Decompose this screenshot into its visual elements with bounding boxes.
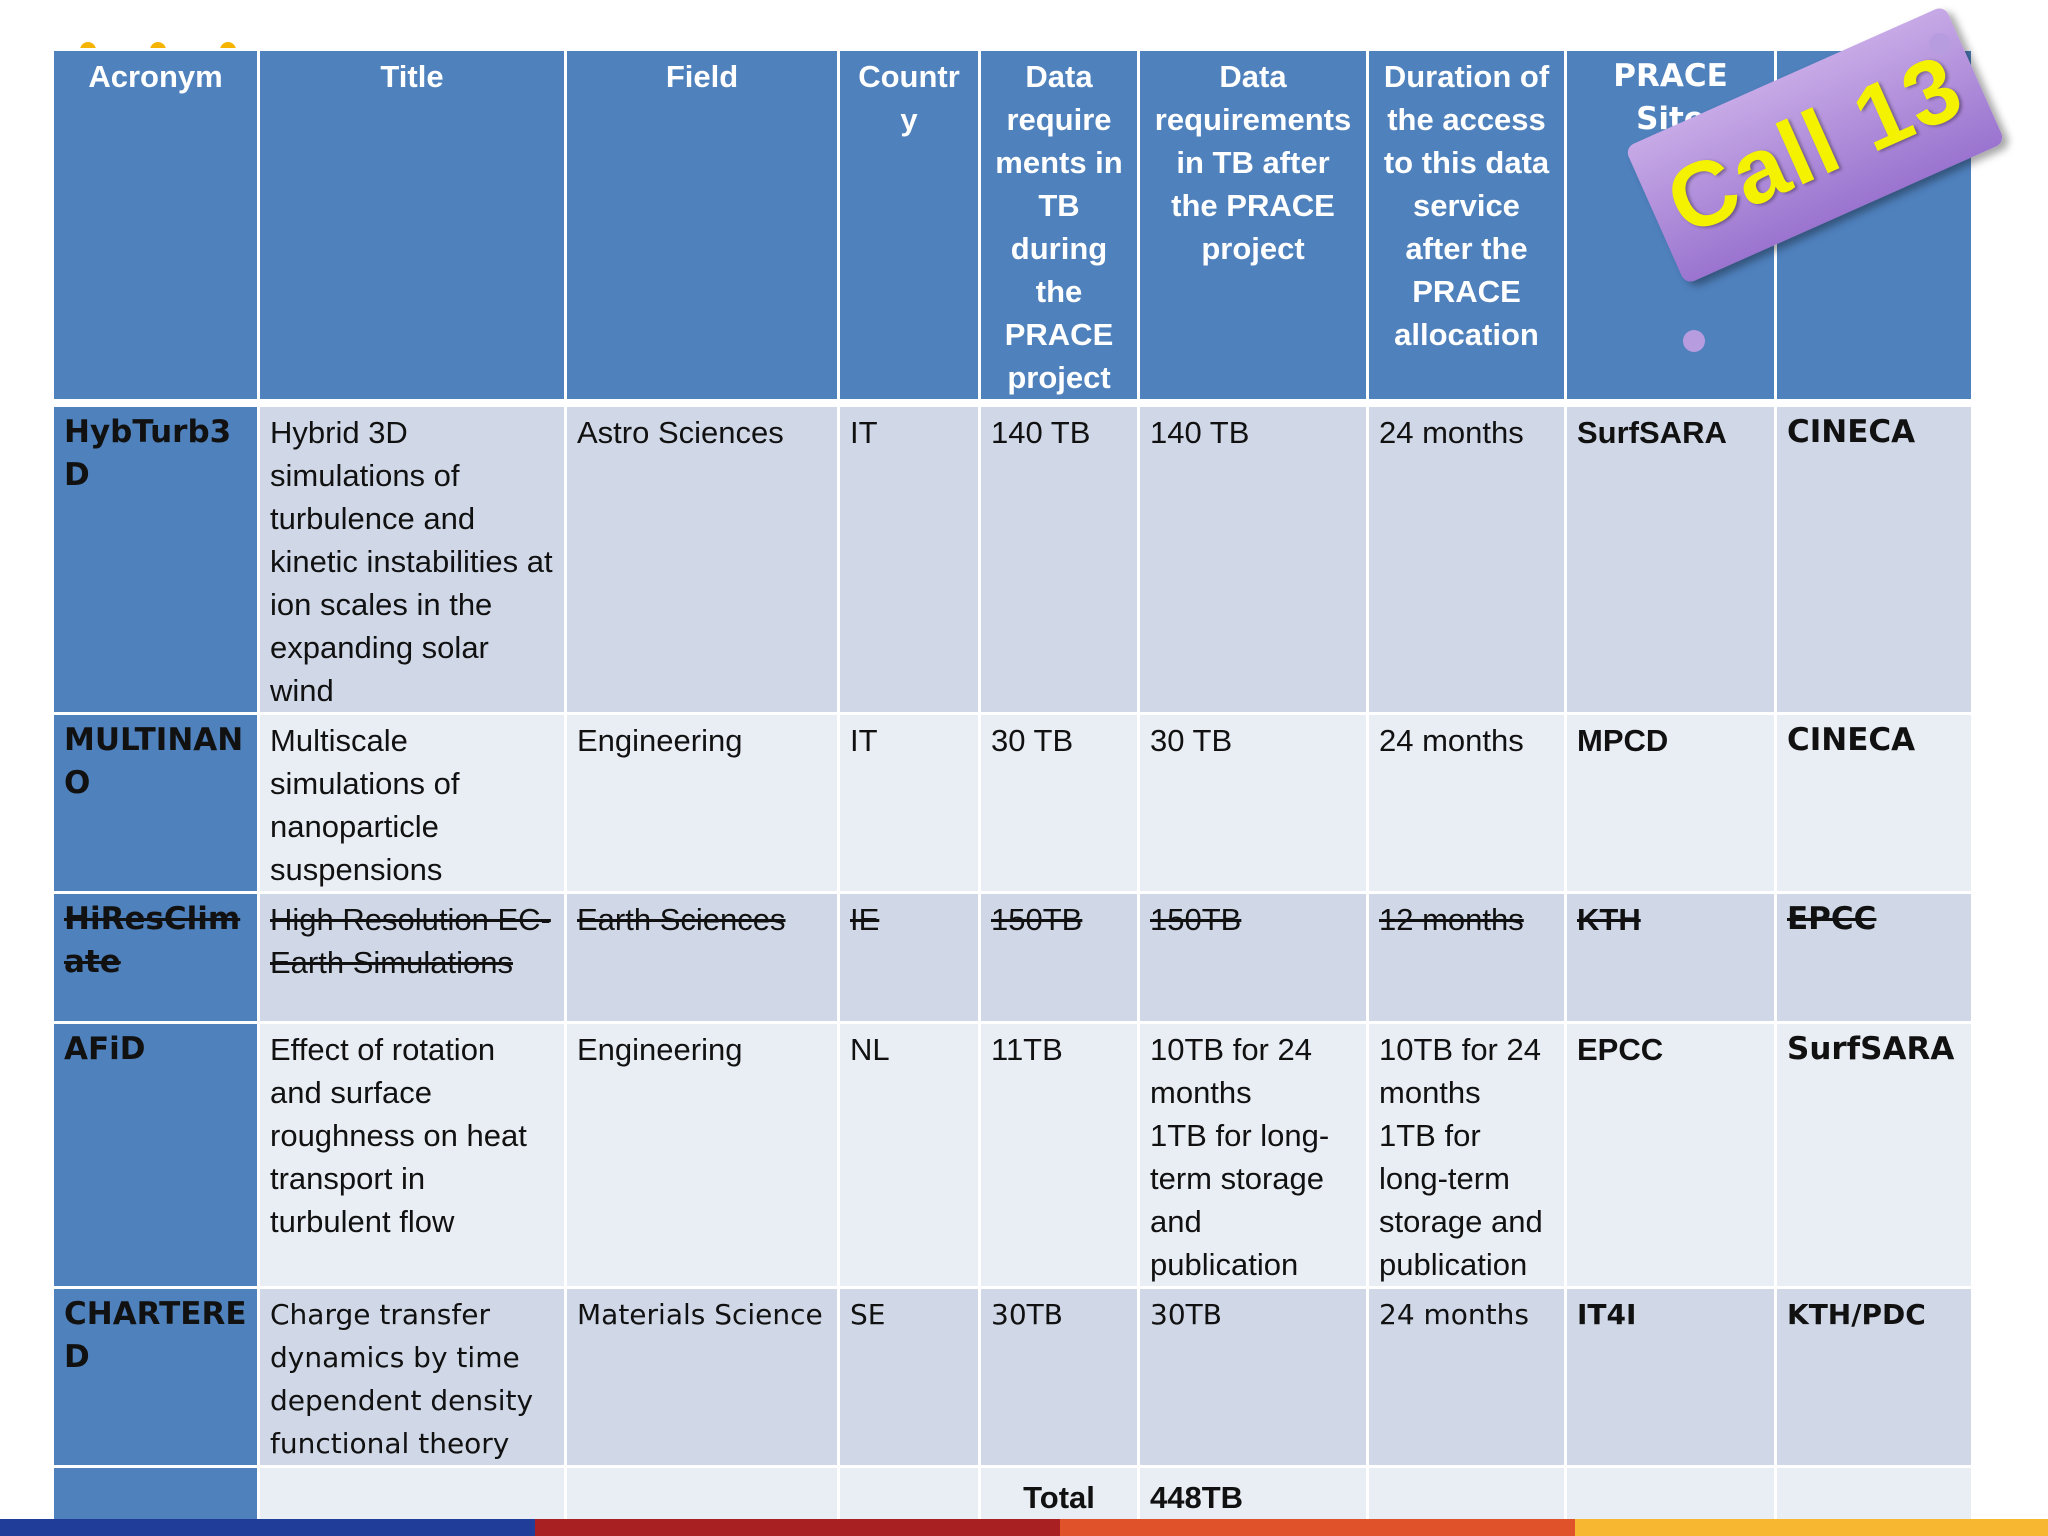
cell-data-after: 30TB <box>1137 1286 1369 1468</box>
cell-empty <box>837 1465 981 1526</box>
header-duration: Duration of the access to this data serv… <box>1366 48 1567 407</box>
cell-title: Effect of rotation and surface roughness… <box>257 1021 567 1289</box>
cell-acronym: MULTINANO <box>51 712 260 894</box>
cell-eudat-site: KTH/PDC <box>1774 1286 1974 1468</box>
cell-data-during: 150TB <box>978 891 1140 1024</box>
header-country: Countr y <box>837 48 981 407</box>
cell-eudat-site: CINECA <box>1774 712 1974 894</box>
sticker-pin-icon <box>1683 330 1705 352</box>
cell-title: Hybrid 3D simulations of turbulence and … <box>257 401 567 715</box>
cell-field: Engineering <box>564 1021 840 1289</box>
cell-prace-site: IT4I <box>1564 1286 1777 1468</box>
projects-table: Acronym Title Field Countr y Data requir… <box>51 48 1974 1526</box>
cell-acronym: HiResClimate <box>51 891 260 1024</box>
table-row: AFiD Effect of rotation and surface roug… <box>51 1021 1974 1289</box>
cell-country: IT <box>837 712 981 894</box>
cell-duration: 24 months <box>1366 1286 1567 1468</box>
cell-eudat-site: SurfSARA <box>1774 1021 1974 1289</box>
cell-data-after: 30 TB <box>1137 712 1369 894</box>
cell-field: Engineering <box>564 712 840 894</box>
footer-bar-segment <box>1575 1519 2048 1536</box>
footer-bar-segment <box>0 1519 535 1536</box>
cell-empty <box>1564 1465 1777 1526</box>
cell-country: NL <box>837 1021 981 1289</box>
cell-country: IE <box>837 891 981 1024</box>
cell-duration: 12 months <box>1366 891 1567 1024</box>
cell-title: Charge transfer dynamics by time depende… <box>257 1286 567 1468</box>
cell-data-during: 30TB <box>978 1286 1140 1468</box>
total-row: Total 448TB <box>51 1465 1974 1526</box>
cell-country: IT <box>837 401 981 715</box>
cell-prace-site: MPCD <box>1564 712 1777 894</box>
cell-field: Astro Sciences <box>564 401 840 715</box>
cell-title: Multiscale simulations of nanoparticle s… <box>257 712 567 894</box>
cell-field: Earth Sciences <box>564 891 840 1024</box>
cell-duration: 24 months <box>1366 401 1567 715</box>
cell-data-after: 140 TB <box>1137 401 1369 715</box>
footer-bar-segment <box>1060 1519 1575 1536</box>
header-title: Title <box>257 48 567 407</box>
cell-data-during: 140 TB <box>978 401 1140 715</box>
cell-empty <box>1366 1465 1567 1526</box>
cell-country: SE <box>837 1286 981 1468</box>
header-data-during: Data require ments in TB during the PRAC… <box>978 48 1140 407</box>
total-label: Total <box>978 1465 1140 1526</box>
cell-eudat-site: EPCC <box>1774 891 1974 1024</box>
header-acronym: Acronym <box>51 48 260 407</box>
cell-acronym: CHARTERED <box>51 1286 260 1468</box>
table-row: MULTINANO Multiscale simulations of nano… <box>51 712 1974 894</box>
cell-eudat-site: CINECA <box>1774 401 1974 715</box>
cell-data-after: 10TB for 24 months 1TB for long-term sto… <box>1137 1021 1369 1289</box>
cell-acronym: HybTurb3D <box>51 401 260 715</box>
cell-data-during: 11TB <box>978 1021 1140 1289</box>
cell-prace-site: SurfSARA <box>1564 401 1777 715</box>
cell-duration: 10TB for 24 months 1TB for long-term sto… <box>1366 1021 1567 1289</box>
cell-empty <box>1774 1465 1974 1526</box>
header-decoration <box>80 42 250 52</box>
sticker-pin-icon <box>1929 33 1951 55</box>
cell-data-after: 150TB <box>1137 891 1369 1024</box>
header-data-after: Data requirements in TB after the PRACE … <box>1137 48 1369 407</box>
cell-empty <box>564 1465 840 1526</box>
cell-data-during: 30 TB <box>978 712 1140 894</box>
table-row: HybTurb3D Hybrid 3D simulations of turbu… <box>51 401 1974 715</box>
header-field: Field <box>564 48 840 407</box>
cell-field: Materials Science <box>564 1286 840 1468</box>
cell-prace-site: KTH <box>1564 891 1777 1024</box>
table-row-withdrawn: HiResClimate High Resolution EC-Earth Si… <box>51 891 1974 1024</box>
cell-duration: 24 months <box>1366 712 1567 894</box>
cell-acronym: AFiD <box>51 1021 260 1289</box>
cell-empty <box>257 1465 567 1526</box>
footer-bar-segment <box>535 1519 1060 1536</box>
table-row: CHARTERED Charge transfer dynamics by ti… <box>51 1286 1974 1468</box>
cell-title: High Resolution EC-Earth Simulations <box>257 891 567 1024</box>
cell-prace-site: EPCC <box>1564 1021 1777 1289</box>
total-value: 448TB <box>1137 1465 1369 1526</box>
footer-color-bar <box>0 1519 2048 1536</box>
cell-empty <box>51 1465 260 1526</box>
